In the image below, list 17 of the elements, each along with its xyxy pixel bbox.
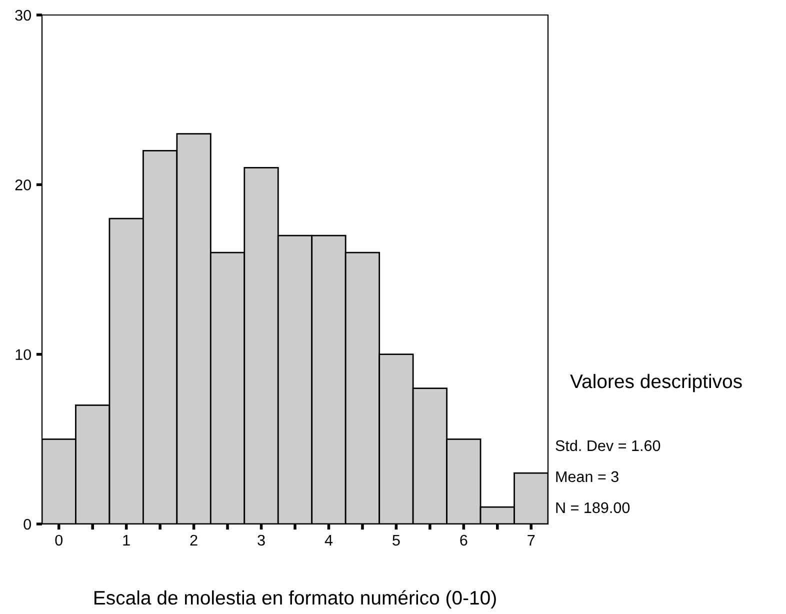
x-tick-label: 2 (190, 534, 198, 546)
text: N = 189.00 (556, 502, 630, 514)
x-tick-label: 3 (258, 534, 265, 546)
x-tick-label: 4 (324, 534, 333, 546)
x-tick-label: 0 (55, 534, 63, 546)
x-tick-label: 1 (123, 534, 130, 546)
text: Mean = 3 (556, 471, 618, 482)
text: Std. Dev = 1.60 (556, 440, 660, 452)
y-tick-label: 30 (15, 10, 31, 21)
y-tick-label: 20 (15, 180, 31, 190)
y-tick-label: 0 (24, 518, 31, 530)
text: Valores descriptivos (570, 374, 742, 392)
x-axis-title: Escala de molestia en formato numérico (0-10) (94, 590, 496, 609)
x-tick-label: 6 (460, 534, 468, 546)
x-tick-label: 5 (392, 534, 400, 546)
y-tick-label: 10 (16, 349, 31, 360)
x-tick-label: 7 (528, 534, 535, 546)
